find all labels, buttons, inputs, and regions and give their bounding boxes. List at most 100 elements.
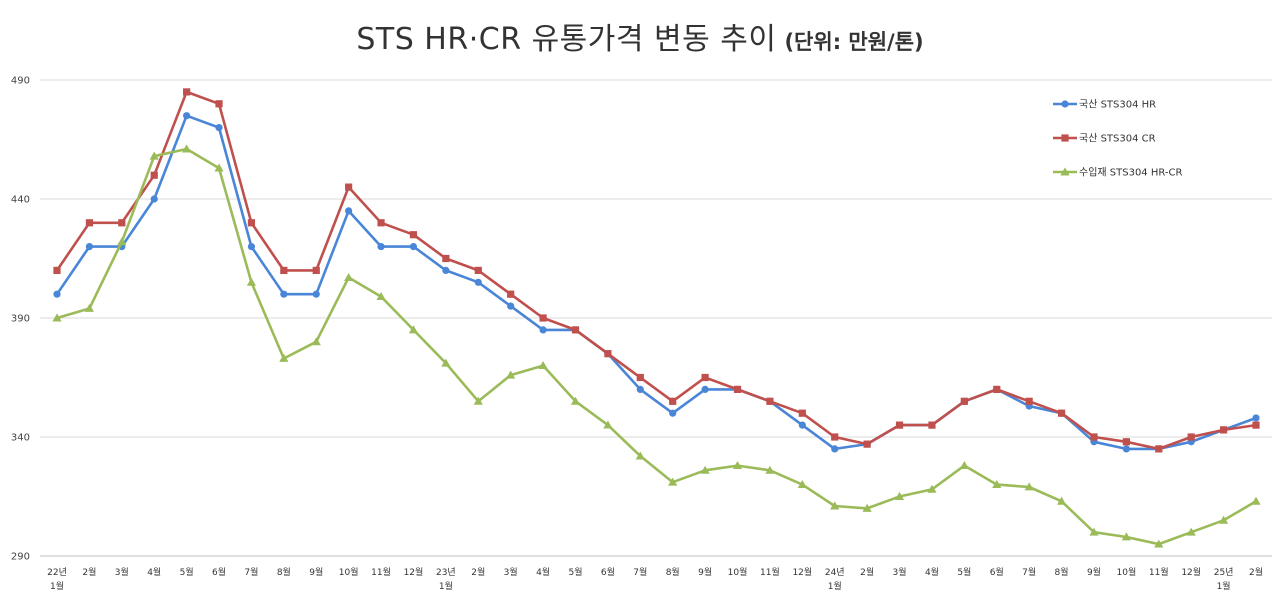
data-point — [149, 151, 159, 160]
data-point — [53, 266, 61, 274]
x-tick-label: 24년 — [825, 567, 845, 578]
y-tick-label: 440 — [11, 195, 30, 206]
data-point — [279, 353, 289, 362]
data-point — [635, 451, 645, 460]
x-tick-label: 3월 — [115, 566, 129, 578]
data-point — [830, 501, 840, 510]
data-point — [539, 326, 547, 334]
x-tick-label: 22년 — [47, 567, 67, 578]
x-tick-label: 3월 — [504, 566, 518, 578]
x-tick-label: 5월 — [957, 566, 971, 578]
x-tick-label: 7월 — [633, 566, 647, 578]
data-point — [150, 171, 158, 179]
x-tick-label: 11월 — [371, 566, 391, 578]
x-tick-label: 1월 — [828, 580, 842, 592]
data-point — [862, 503, 872, 512]
data-point — [831, 445, 839, 453]
x-tick-label: 6월 — [212, 566, 226, 578]
series-line — [55, 90, 1258, 451]
x-tick-label: 2월 — [1249, 566, 1263, 578]
data-point — [993, 385, 1001, 393]
data-point — [474, 278, 482, 286]
x-tick-label: 3월 — [893, 566, 907, 578]
x-tick-label: 8월 — [277, 566, 291, 578]
data-point — [1252, 421, 1260, 429]
x-tick-label: 7월 — [244, 566, 258, 578]
x-tick-label: 5월 — [180, 566, 194, 578]
data-point — [118, 219, 126, 227]
data-point — [863, 440, 871, 448]
series-line — [55, 147, 1258, 546]
data-point — [345, 207, 353, 215]
data-point — [732, 460, 743, 470]
x-tick-label: 2월 — [471, 566, 485, 578]
x-tick-label: 10월 — [728, 566, 748, 578]
y-tick-label: 290 — [11, 552, 30, 563]
data-point — [409, 243, 418, 251]
data-point — [1061, 100, 1069, 108]
chart-unit-note: (단위: 만원/톤) — [784, 30, 924, 54]
x-tick-label: 10월 — [339, 566, 359, 578]
data-point — [247, 219, 256, 227]
data-point — [312, 266, 320, 274]
data-point — [700, 465, 710, 474]
data-point — [571, 326, 580, 334]
data-point — [636, 385, 644, 393]
data-point — [442, 254, 450, 263]
data-point — [344, 272, 354, 281]
data-point — [376, 291, 386, 301]
data-point — [1219, 426, 1228, 434]
data-point — [959, 460, 969, 470]
data-point — [1060, 167, 1070, 176]
data-point — [1089, 527, 1099, 536]
data-point — [701, 373, 709, 382]
data-point — [442, 266, 450, 274]
series-lines — [52, 88, 1261, 548]
legend-item: 수입재 STS304 HR-CR — [1053, 166, 1183, 179]
data-point — [798, 409, 806, 417]
data-point — [117, 237, 127, 246]
x-tick-label: 4월 — [536, 566, 550, 578]
x-tick-label: 1월 — [50, 580, 64, 592]
data-point — [280, 290, 288, 298]
data-point — [182, 144, 192, 153]
data-point — [473, 396, 483, 405]
data-point — [311, 337, 321, 346]
data-point — [474, 266, 482, 274]
data-point — [570, 396, 581, 405]
data-point — [1122, 445, 1130, 453]
data-point — [1122, 438, 1130, 446]
data-point — [506, 370, 516, 379]
data-point — [507, 302, 515, 310]
data-point — [53, 290, 61, 298]
x-tick-label: 1월 — [439, 580, 453, 592]
data-point — [669, 409, 677, 417]
data-point — [669, 397, 677, 405]
x-tick-label: 25년 — [1214, 567, 1234, 578]
x-tick-label: 12월 — [1181, 566, 1201, 578]
data-point — [539, 314, 547, 322]
series-group — [52, 144, 1261, 548]
y-tick-label: 390 — [11, 314, 30, 325]
data-point — [1154, 539, 1164, 548]
data-point — [1187, 433, 1195, 441]
x-tick-label: 4월 — [925, 566, 939, 578]
x-tick-label: 12월 — [792, 566, 812, 578]
data-point — [797, 480, 807, 489]
x-tick-label: 10월 — [1117, 566, 1137, 578]
data-point — [1057, 409, 1066, 417]
data-point — [312, 290, 320, 298]
data-point — [52, 313, 62, 322]
data-point — [85, 219, 94, 227]
data-point — [377, 219, 385, 227]
data-point — [894, 491, 905, 500]
legend-label: 국산 STS304 HR — [1079, 99, 1156, 111]
data-point — [733, 385, 742, 393]
data-point — [246, 277, 257, 286]
data-point — [1061, 134, 1069, 142]
data-point — [1121, 532, 1131, 541]
chart-title: STS HR·CR 유통가격 변동 추이 — [356, 22, 777, 57]
data-point — [1056, 496, 1067, 505]
data-point — [1025, 397, 1033, 405]
